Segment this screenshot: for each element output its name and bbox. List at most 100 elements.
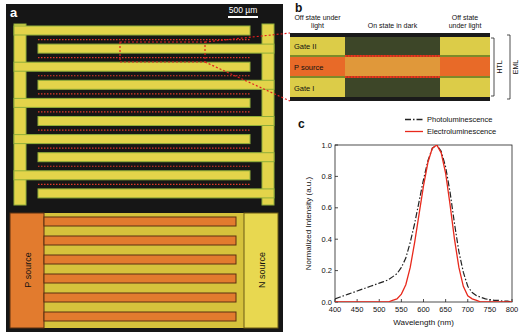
x-tick-label: 450 <box>351 305 364 314</box>
x-tick <box>467 299 468 302</box>
scale-bar-label: 500 µm <box>229 5 258 15</box>
device-band <box>290 97 345 101</box>
emission-line <box>345 76 440 78</box>
header-line: Off state <box>452 14 478 21</box>
emission-line <box>38 75 250 76</box>
x-tick-label: 700 <box>461 305 474 314</box>
electrode-finger <box>14 135 250 144</box>
device-band <box>290 57 345 76</box>
device-band <box>440 33 490 37</box>
device-band <box>345 33 440 37</box>
device-band <box>440 97 490 101</box>
emission-line <box>38 148 250 149</box>
x-axis-title: Wavelength (nm) <box>393 318 454 327</box>
p-finger <box>44 217 236 226</box>
electrode-finger <box>14 98 250 107</box>
x-tick <box>401 299 402 302</box>
emission-line <box>38 111 250 112</box>
scale-bar <box>228 16 258 18</box>
n-source-label: N source <box>257 252 267 288</box>
row-label: P source <box>294 63 323 72</box>
device-band <box>345 97 440 101</box>
emission-line <box>38 129 250 130</box>
device-band <box>440 78 490 97</box>
header-line: On state in dark <box>368 22 418 29</box>
panel-letter: b <box>295 1 302 15</box>
y-tick-label: 0.0 <box>322 298 332 307</box>
emission-line <box>345 55 440 57</box>
y-tick-label: 0.8 <box>322 172 332 181</box>
row-label: Gate II <box>294 42 317 51</box>
y-tick-label: 0.4 <box>322 235 332 244</box>
device-band <box>345 55 440 57</box>
column-header: On state in dark <box>368 22 418 29</box>
zoom-line <box>205 33 290 42</box>
x-tick-label: 550 <box>395 305 408 314</box>
electrode-finger <box>14 171 250 180</box>
bracket <box>507 35 510 99</box>
x-tick-label: 600 <box>417 305 430 314</box>
x-tick <box>445 299 446 302</box>
panel-c: c4004505005506006507007508000.00.20.40.6… <box>298 115 518 327</box>
device-band <box>290 78 345 97</box>
curves <box>335 145 512 302</box>
electrode-finger <box>38 153 274 162</box>
header-line: Off state under <box>294 14 341 21</box>
device-band <box>345 37 440 55</box>
y-tick <box>335 207 338 208</box>
bracket-label: HTL <box>496 60 503 73</box>
p-finger <box>44 293 236 302</box>
y-tick <box>335 270 338 271</box>
series-line <box>335 145 512 302</box>
zoom-box <box>120 42 205 62</box>
x-tick-label: 750 <box>484 305 497 314</box>
device-band <box>440 55 490 57</box>
p-finger <box>44 312 236 321</box>
plot-frame <box>335 145 512 302</box>
panel-a: P source N source 500 µm a <box>6 4 283 332</box>
legend-label: Photoluminescence <box>427 115 492 124</box>
y-tick <box>335 239 338 240</box>
bracket-label: EML <box>512 60 519 75</box>
legend-swatch <box>405 119 423 120</box>
electrode-finger <box>14 26 250 35</box>
x-tick-label: 500 <box>373 305 386 314</box>
x-tick <box>423 299 424 302</box>
emission-line <box>38 166 250 167</box>
column-header: Off stateunder light <box>449 14 482 30</box>
y-tick <box>335 176 338 177</box>
p-source-label: P source <box>23 252 33 287</box>
column-header: Off state underlight <box>294 14 341 30</box>
y-tick-label: 0.2 <box>322 266 332 275</box>
n-electrode <box>10 213 278 328</box>
electrode-finger <box>14 62 250 71</box>
micrograph-bg <box>6 4 283 332</box>
row-label: Gate I <box>294 84 314 93</box>
emission-line <box>38 93 250 94</box>
n-pad <box>244 213 278 328</box>
legend-swatch <box>405 131 423 132</box>
panel-letter: a <box>10 5 18 20</box>
header-line: under light <box>449 22 482 30</box>
emission-line <box>38 39 250 40</box>
x-tick-label: 650 <box>439 305 452 314</box>
zoom-line <box>205 62 290 101</box>
x-tick-label: 800 <box>506 305 519 314</box>
y-tick <box>335 145 338 146</box>
emission-line <box>38 184 250 185</box>
y-axis-title: Normalized Intensity (a.u.) <box>304 176 313 270</box>
electrode-finger <box>38 44 274 53</box>
device-band <box>290 76 345 78</box>
device-band <box>345 57 440 76</box>
header-line: light <box>311 22 324 30</box>
device-band <box>290 33 345 37</box>
legend-label: Electroluminescence <box>427 127 496 136</box>
series-line <box>335 145 512 302</box>
p-pad <box>10 213 44 328</box>
emission-line <box>38 57 250 58</box>
device-band <box>440 37 490 55</box>
p-finger <box>44 274 236 283</box>
y-tick-label: 1.0 <box>322 141 332 150</box>
y-tick-label: 0.6 <box>322 203 332 212</box>
figure: P source N source 500 µm a Off state underli… <box>0 0 529 335</box>
